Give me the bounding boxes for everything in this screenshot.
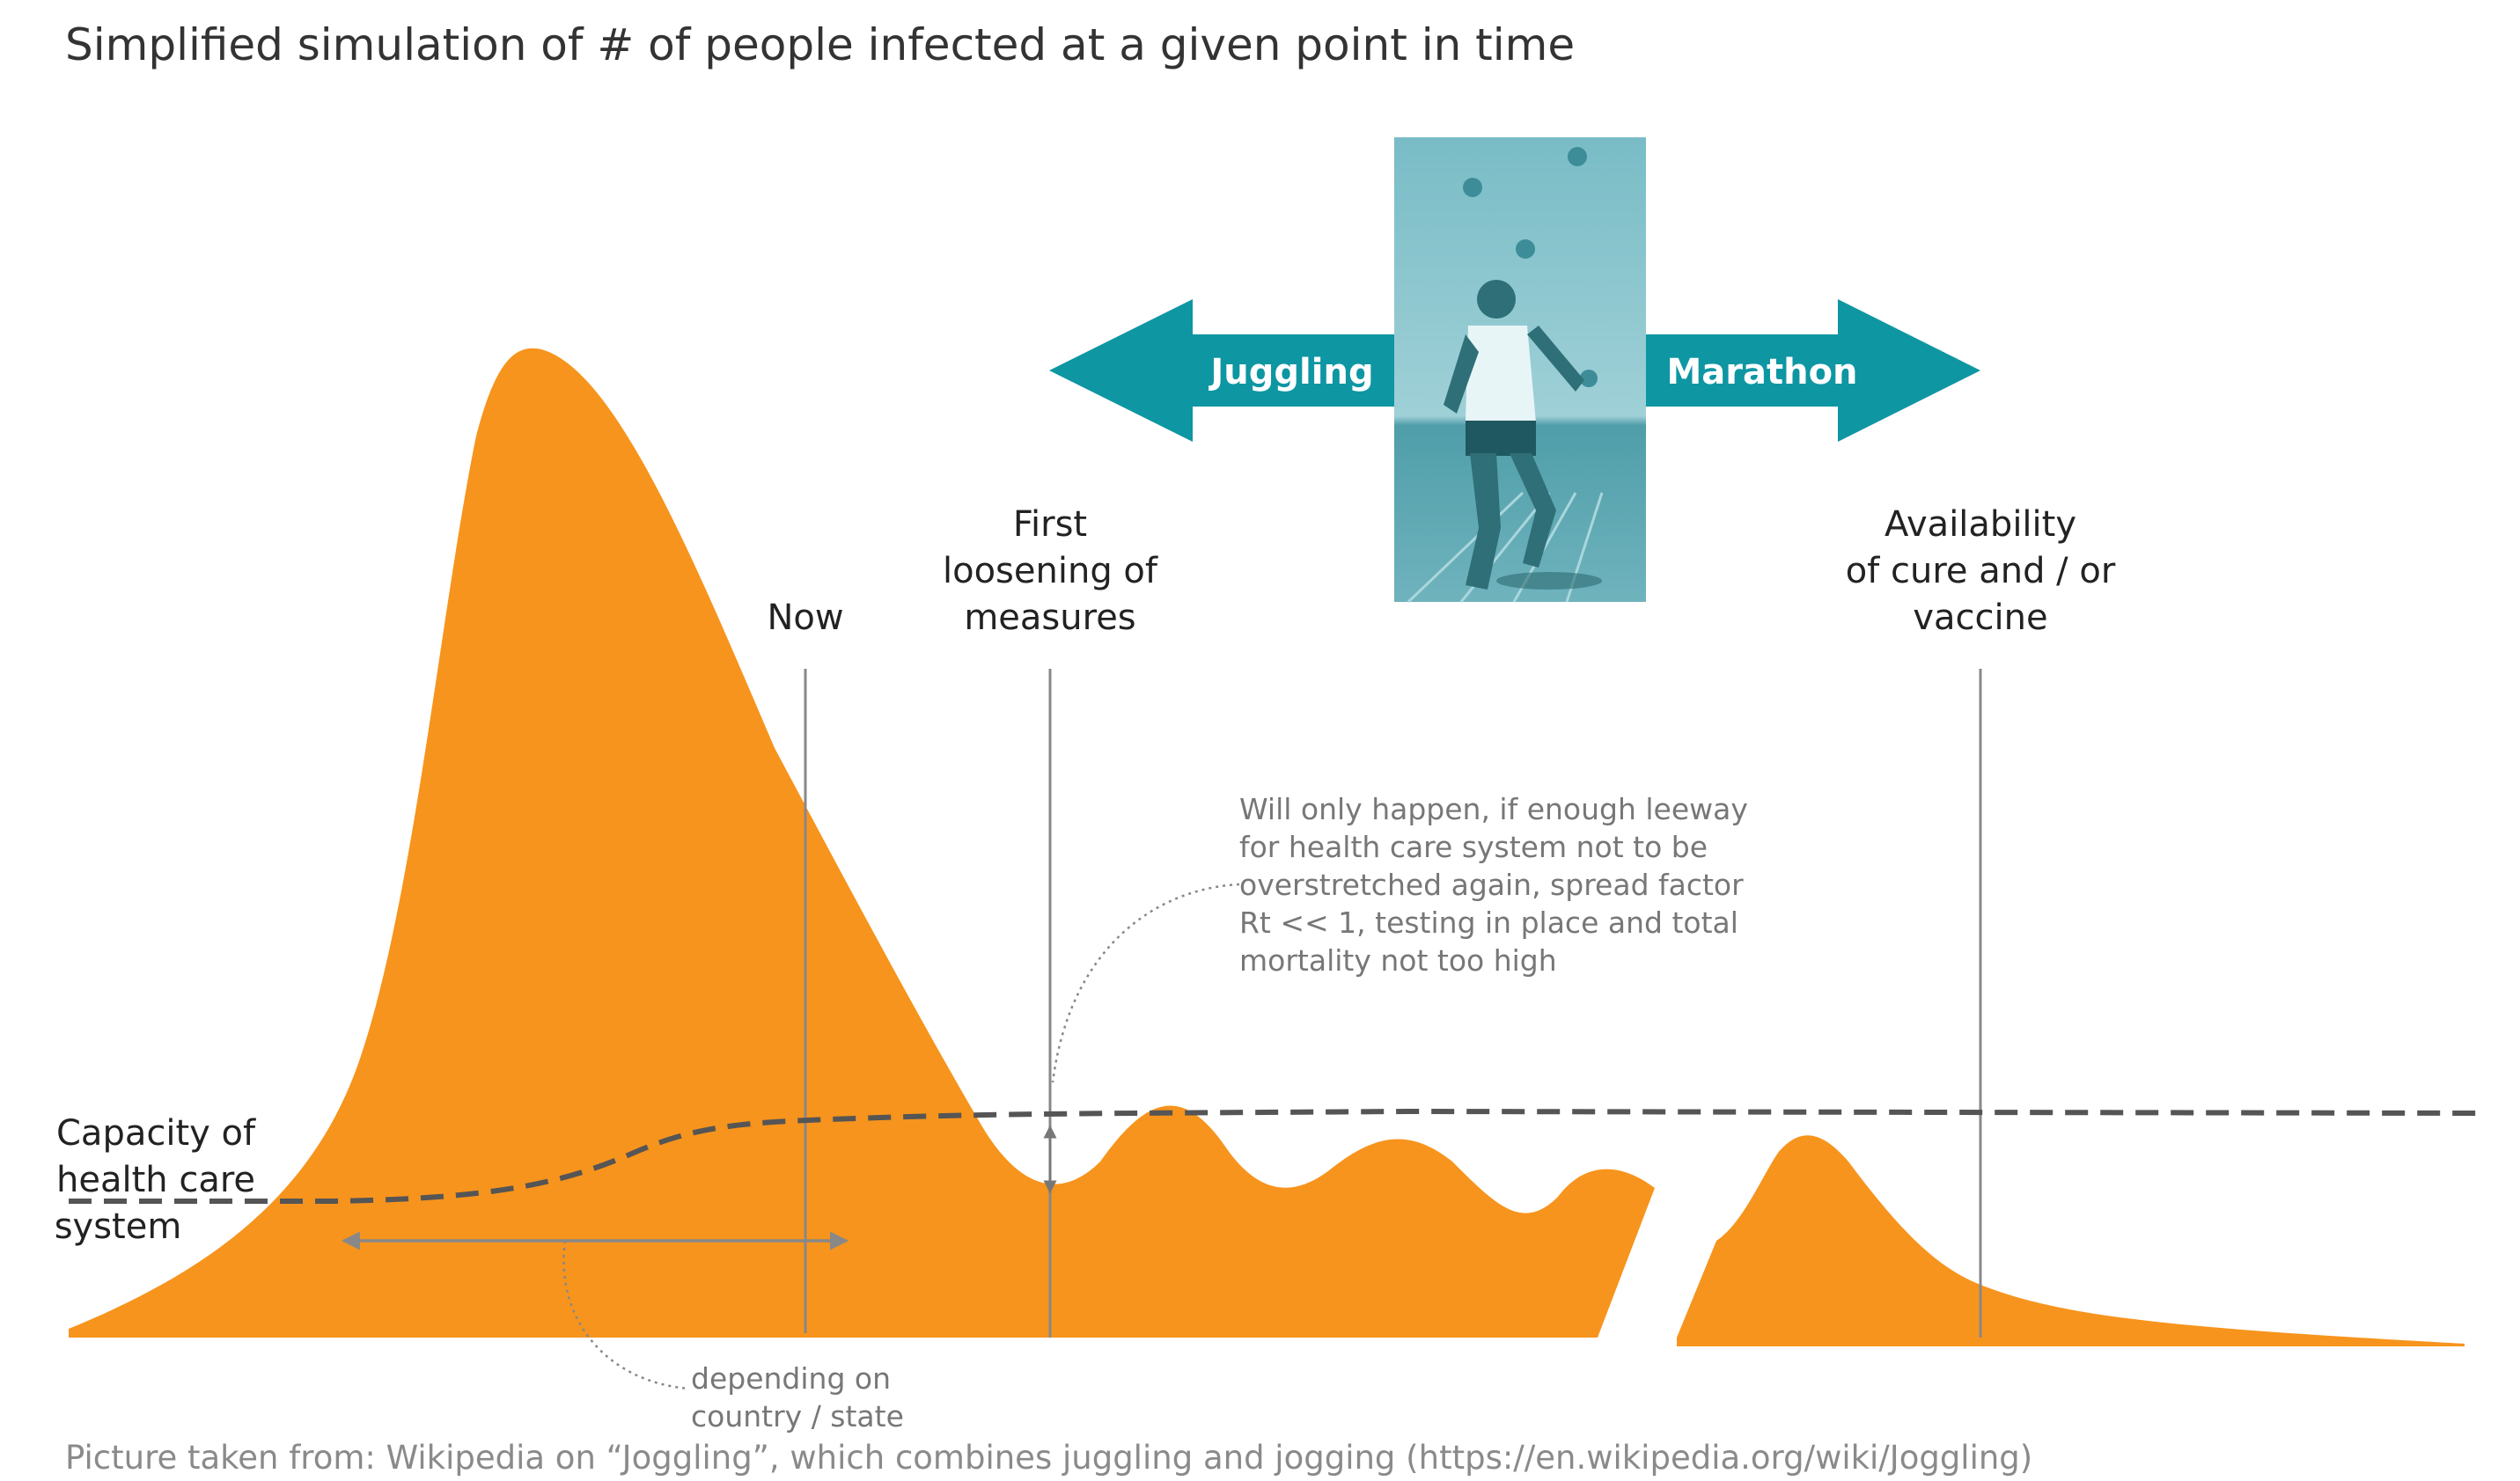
loosening-condition-note-line: overstretched again, spread factor — [1239, 868, 1744, 902]
marker-label-first-loosening-line: First — [1012, 504, 1088, 545]
marker-label-availability: Availability of cure and / or vaccine — [1804, 502, 2156, 642]
depending-note-line: depending on — [691, 1361, 891, 1396]
depending-note: depending on country / state — [691, 1360, 955, 1435]
marker-label-availability-line: vaccine — [1913, 598, 2048, 638]
marker-label-first-loosening: First loosening of measures — [918, 502, 1182, 642]
infection-curve-area-after-break — [1677, 1135, 2465, 1346]
marker-label-first-loosening-line: measures — [964, 598, 1136, 638]
footer-source-note: Picture taken from: Wikipedia on “Joggli… — [65, 1439, 2033, 1477]
loosening-condition-note-line: mortality not too high — [1239, 943, 1557, 978]
capacity-label-line: Capacity of — [56, 1113, 256, 1154]
note-connector-dotted — [1051, 883, 1240, 1083]
axis-break-gap — [1618, 1206, 1683, 1342]
capacity-label: Capacity of health care system — [55, 1111, 276, 1250]
marker-label-now-text: Now — [767, 598, 844, 638]
loosening-condition-note-line: Rt << 1, testing in place and total — [1239, 905, 1738, 940]
loosening-condition-note: Will only happen, if enough leeway for h… — [1239, 790, 1803, 979]
range-connector-dotted — [562, 1240, 689, 1390]
loosening-condition-note-line: for health care system not to be — [1239, 830, 1708, 864]
juggling-arrow: Juggling — [1049, 299, 1395, 442]
capacity-label-line: health care — [56, 1160, 256, 1200]
marathon-arrow-label: Marathon — [1666, 352, 1857, 392]
depending-note-line: country / state — [691, 1399, 904, 1433]
marathon-arrow: Marathon — [1637, 299, 1980, 442]
juggling-arrow-label: Juggling — [1208, 352, 1373, 392]
marker-label-availability-line: Availability — [1884, 504, 2077, 545]
capacity-dashed-line — [69, 1108, 2483, 1204]
capacity-label-line: system — [54, 1206, 182, 1247]
marker-label-first-loosening-line: loosening of — [943, 551, 1157, 591]
joggler-photo — [1394, 137, 1646, 604]
chart-title: Simplified simulation of # of people inf… — [65, 19, 1576, 70]
marker-label-now: Now — [735, 595, 876, 642]
marker-label-availability-line: of cure and / or — [1845, 551, 2116, 591]
infection-curve-area — [69, 348, 1655, 1338]
loosening-condition-note-line: Will only happen, if enough leeway — [1239, 792, 1748, 826]
